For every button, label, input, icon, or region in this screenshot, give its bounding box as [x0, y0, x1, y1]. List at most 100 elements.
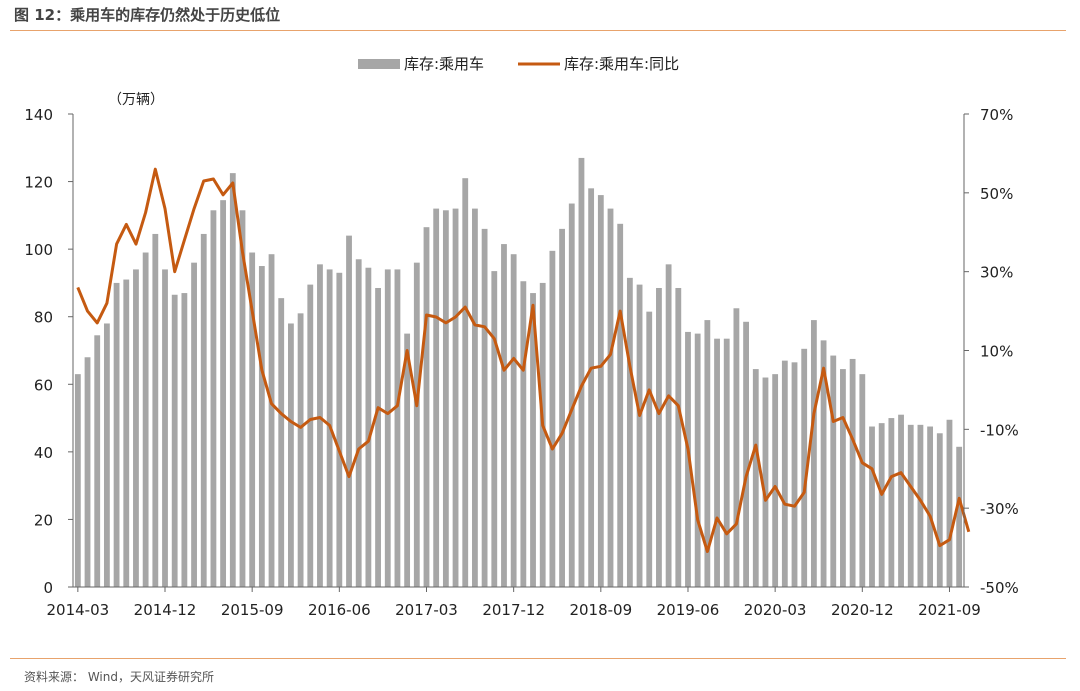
bar — [510, 254, 517, 588]
bar — [752, 369, 759, 587]
bar — [733, 308, 740, 587]
bar — [665, 264, 672, 587]
x-tick-label: 2014-12 — [134, 601, 197, 619]
left-tick-label: 0 — [43, 579, 53, 597]
bar — [849, 358, 856, 587]
bar — [142, 252, 149, 587]
legend — [358, 59, 400, 69]
x-tick-label: 2020-03 — [744, 601, 807, 619]
bar — [317, 264, 323, 587]
bar — [210, 210, 217, 587]
bar — [501, 244, 507, 587]
bar — [278, 298, 285, 587]
bar — [94, 335, 101, 587]
bar — [694, 333, 701, 587]
bar — [74, 374, 81, 587]
left-tick-label: 140 — [24, 106, 53, 124]
chart-title: 图 12：乘用车的库存仍然处于历史低位 — [14, 6, 281, 24]
bar — [568, 203, 575, 587]
bar — [491, 271, 498, 587]
right-tick-label: 70% — [980, 106, 1013, 124]
bar — [888, 418, 895, 587]
left-tick-label: 100 — [24, 241, 53, 259]
bar — [423, 227, 430, 588]
left-tick-label: 40 — [34, 444, 53, 462]
bar — [791, 362, 798, 587]
bar — [103, 323, 110, 587]
yoy-line — [76, 167, 971, 553]
bar — [675, 287, 682, 587]
bar — [530, 293, 536, 587]
bar — [133, 269, 139, 587]
bar — [588, 188, 595, 588]
bar — [481, 228, 488, 587]
bar — [578, 157, 585, 587]
bar — [365, 267, 372, 587]
bar — [433, 208, 440, 587]
x-tick-label: 2014-03 — [46, 601, 109, 619]
x-tick-label: 2016-06 — [308, 601, 371, 619]
bar — [258, 266, 265, 587]
x-tick-label: 2017-03 — [395, 601, 458, 619]
bar — [413, 262, 420, 587]
bar — [239, 210, 246, 587]
left-axis-unit: （万辆） — [108, 92, 164, 108]
bar — [336, 272, 343, 587]
bar — [394, 269, 401, 587]
bar — [171, 294, 178, 587]
bar — [597, 195, 604, 588]
bar — [859, 374, 866, 587]
x-tick-label: 2015-09 — [221, 601, 284, 619]
left-tick-label: 20 — [34, 511, 53, 529]
bar — [898, 414, 904, 587]
right-tick-label: -10% — [980, 421, 1019, 439]
x-tick-label: 2021-09 — [918, 601, 981, 619]
bar — [307, 284, 314, 587]
bar — [704, 320, 711, 587]
bar — [636, 284, 643, 587]
bar — [152, 233, 159, 588]
bar — [840, 369, 846, 587]
bar — [878, 423, 885, 587]
bar — [452, 208, 459, 587]
bar — [84, 357, 91, 587]
legend-bar-swatch — [358, 59, 400, 69]
left-tick-label: 80 — [34, 309, 53, 327]
bar — [249, 252, 256, 587]
left-tick-label: 120 — [24, 174, 53, 192]
bar — [907, 424, 914, 587]
bar — [936, 433, 943, 587]
bar — [229, 173, 236, 587]
left-tick-label: 60 — [34, 376, 53, 394]
legend-label-bar: 库存:乘用车 — [404, 55, 484, 73]
bar — [869, 426, 875, 587]
right-tick-label: 30% — [980, 264, 1013, 282]
right-tick-label: -50% — [980, 579, 1019, 597]
bar — [355, 259, 362, 587]
bar — [714, 338, 720, 587]
bar — [191, 262, 197, 587]
bar — [559, 228, 565, 587]
bar — [743, 321, 749, 587]
x-tick-label: 2017-12 — [482, 601, 545, 619]
bar — [200, 233, 207, 588]
right-tick-label: 10% — [980, 343, 1013, 361]
bar — [927, 426, 934, 587]
bar — [656, 287, 662, 587]
bar — [549, 250, 556, 587]
bar — [113, 282, 120, 587]
x-tick-label: 2019-06 — [657, 601, 720, 619]
chart-canvas: 库存:乘用车 库存:乘用车:同比 （万辆） 0 20 40 60 80 100 120 140 -50… — [24, 55, 1019, 619]
bar — [830, 355, 837, 587]
right-tick-label: 50% — [980, 185, 1013, 203]
bar — [820, 340, 827, 587]
bar — [772, 374, 779, 587]
bar — [462, 178, 469, 587]
bar — [801, 348, 808, 587]
bar — [442, 210, 449, 587]
bar — [723, 338, 730, 587]
legend-label-line: 库存:乘用车:同比 — [564, 55, 679, 73]
bar — [762, 377, 769, 587]
source-note: 资料来源： Wind，天风证券研究所 — [24, 670, 214, 684]
bar — [626, 277, 633, 587]
